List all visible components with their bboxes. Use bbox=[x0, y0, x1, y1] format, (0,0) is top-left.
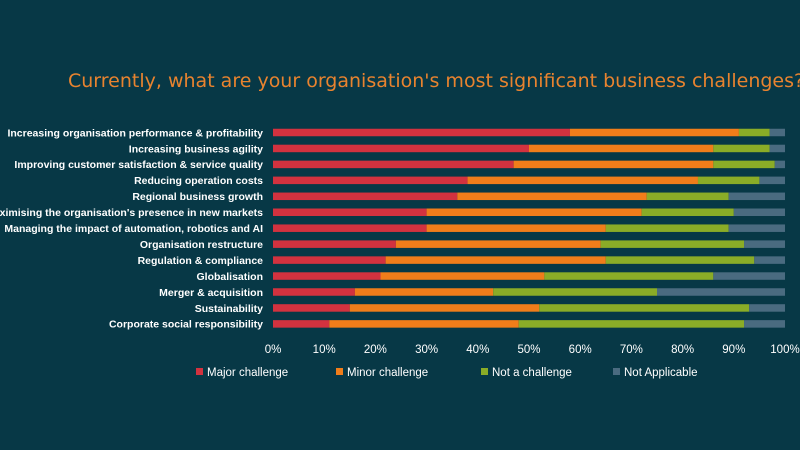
legend-label: Major challenge bbox=[207, 367, 288, 379]
chart-title: Currently, what are your organisation's … bbox=[68, 70, 800, 92]
legend-swatch bbox=[481, 368, 488, 375]
bar-segment bbox=[529, 144, 714, 153]
x-tick-label: 30% bbox=[415, 344, 438, 356]
bar-segment bbox=[769, 128, 785, 137]
x-tick-label: 90% bbox=[722, 344, 745, 356]
category-labels: Increasing organisation performance & pr… bbox=[0, 127, 263, 330]
bar-segment bbox=[426, 208, 642, 216]
bar-segment bbox=[769, 144, 785, 153]
bar-segment bbox=[426, 224, 606, 232]
bar-segment bbox=[744, 320, 785, 328]
bar-segment bbox=[518, 320, 745, 328]
legend-swatch bbox=[336, 368, 343, 375]
x-tick-label: 10% bbox=[313, 344, 336, 356]
bar-segment bbox=[605, 256, 755, 264]
category-label: Increasing organisation performance & pr… bbox=[7, 127, 263, 139]
bar-segment bbox=[380, 272, 545, 280]
bar-segment bbox=[273, 208, 427, 216]
legend-label: Not Applicable bbox=[624, 367, 698, 379]
bar-segment bbox=[744, 240, 785, 248]
bar-segment bbox=[641, 208, 734, 216]
bar-segment bbox=[273, 176, 468, 185]
bar-segment bbox=[329, 320, 519, 328]
bar-segment bbox=[646, 192, 729, 201]
bar-segment bbox=[273, 160, 514, 169]
bar-segment bbox=[759, 176, 785, 185]
bar-segment bbox=[273, 192, 458, 201]
category-label: Corporate social responsibility bbox=[109, 319, 263, 331]
bars-group bbox=[273, 128, 785, 328]
bar-segment bbox=[713, 272, 785, 280]
bar-segment bbox=[395, 240, 601, 248]
x-tick-label: 0% bbox=[265, 344, 282, 356]
x-axis-ticks: 0% 10% 20% 30% 40% 50% 60% 70% 80% 90% 100% bbox=[265, 344, 800, 356]
bar-segment bbox=[749, 304, 785, 312]
x-tick-label: 40% bbox=[466, 344, 489, 356]
x-tick-label: 60% bbox=[569, 344, 592, 356]
bar-segment bbox=[273, 320, 330, 328]
legend-label: Not a challenge bbox=[492, 367, 572, 379]
bar-segment bbox=[754, 256, 785, 264]
bar-segment bbox=[457, 192, 647, 201]
bar-segment bbox=[273, 224, 427, 232]
bar-segment bbox=[385, 256, 606, 264]
bar-segment bbox=[273, 144, 529, 153]
category-label: Merger & acquisition bbox=[159, 287, 263, 299]
bar-segment bbox=[273, 304, 350, 312]
bar-segment bbox=[513, 160, 714, 169]
bar-segment bbox=[774, 160, 785, 169]
category-label: Organisation restructure bbox=[140, 239, 263, 251]
x-tick-label: 100% bbox=[770, 344, 799, 356]
category-label: Globalisation bbox=[196, 271, 263, 283]
bar-segment bbox=[657, 288, 785, 296]
bar-segment bbox=[728, 192, 785, 201]
bar-segment bbox=[273, 272, 381, 280]
bar-segment bbox=[544, 272, 714, 280]
bar-segment bbox=[354, 288, 494, 296]
x-tick-label: 50% bbox=[517, 344, 540, 356]
bar-segment bbox=[697, 176, 760, 185]
bar-segment bbox=[493, 288, 657, 296]
bar-segment bbox=[713, 144, 770, 153]
category-label: Regulation & compliance bbox=[138, 255, 264, 267]
bar-segment bbox=[569, 128, 739, 137]
bar-segment bbox=[273, 256, 386, 264]
bar-segment bbox=[467, 176, 698, 185]
bar-segment bbox=[738, 128, 770, 137]
category-label: Sustainability bbox=[195, 303, 263, 315]
bar-segment bbox=[605, 224, 729, 232]
bar-segment bbox=[713, 160, 775, 169]
bar-segment bbox=[728, 224, 785, 232]
legend-swatch bbox=[196, 368, 203, 375]
x-tick-label: 70% bbox=[620, 344, 643, 356]
category-label: Improving customer satisfaction & servic… bbox=[14, 159, 263, 171]
bar-segment bbox=[539, 304, 750, 312]
bar-segment bbox=[733, 208, 785, 216]
x-tick-label: 20% bbox=[364, 344, 387, 356]
legend-label: Minor challenge bbox=[347, 367, 428, 379]
category-label: Reducing operation costs bbox=[134, 175, 263, 187]
bar-segment bbox=[273, 240, 396, 248]
bar-segment bbox=[600, 240, 745, 248]
x-tick-label: 80% bbox=[671, 344, 694, 356]
category-label: Regional business growth bbox=[132, 191, 263, 203]
category-label: Managing the impact of automation, robot… bbox=[4, 223, 263, 235]
bar-segment bbox=[273, 128, 570, 137]
category-label: Increasing business agility bbox=[129, 143, 263, 155]
legend: Major challenge Minor challenge Not a chal… bbox=[196, 367, 698, 379]
legend-swatch bbox=[613, 368, 620, 375]
category-label: Maximising the organisation's presence i… bbox=[0, 207, 263, 219]
bar-segment bbox=[349, 304, 540, 312]
bar-segment bbox=[273, 288, 355, 296]
